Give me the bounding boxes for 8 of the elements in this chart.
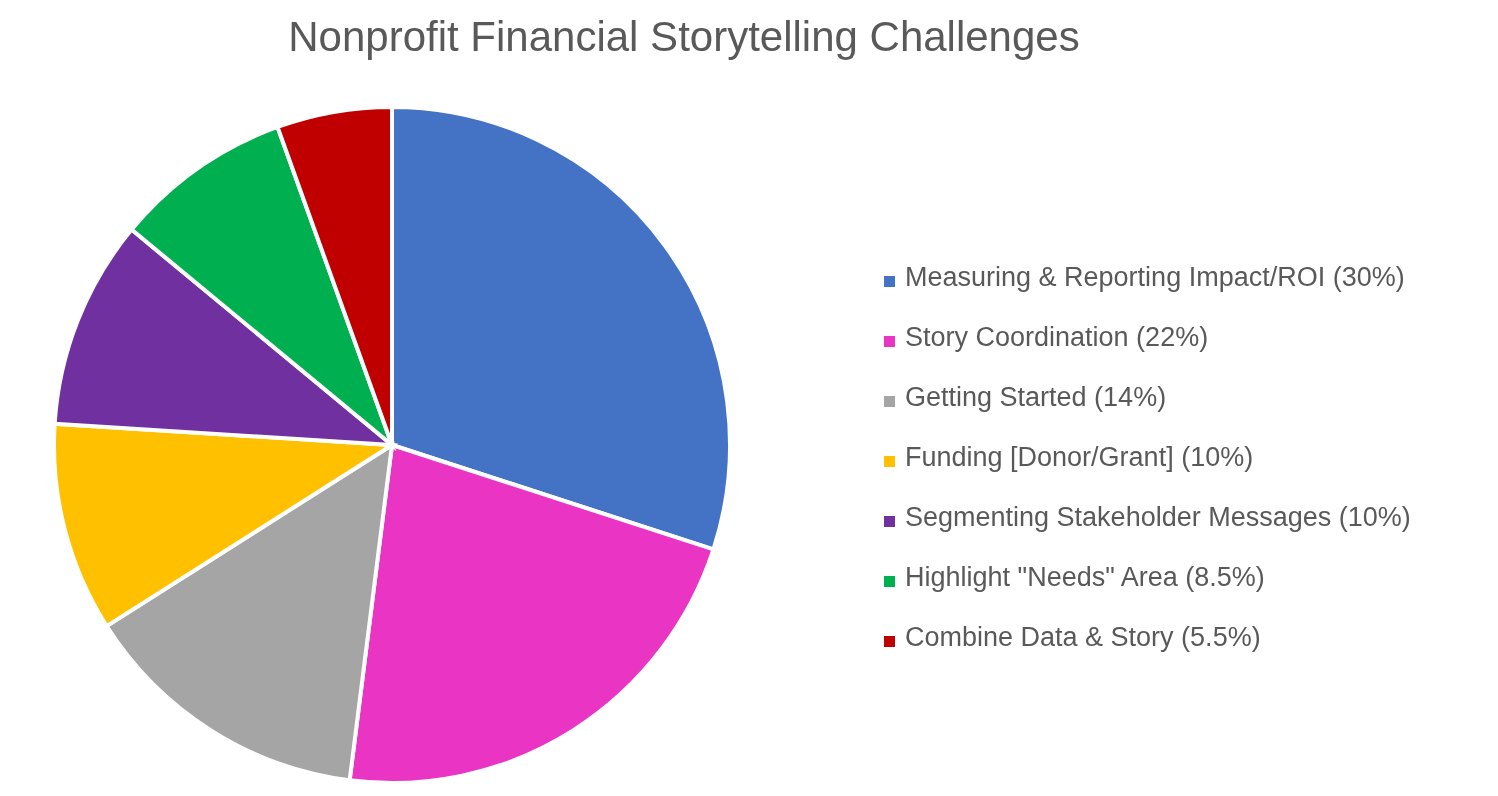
legend-label: Segmenting Stakeholder Messages (10%) <box>905 502 1411 532</box>
legend-label: Funding [Donor/Grant] (10%) <box>905 442 1254 472</box>
legend-label: Story Coordination (22%) <box>905 322 1209 352</box>
legend-label: Combine Data & Story (5.5%) <box>905 622 1261 652</box>
legend-label: Getting Started (14%) <box>905 382 1167 412</box>
legend-label: Measuring & Reporting Impact/ROI (30%) <box>905 262 1405 292</box>
chart-title: Nonprofit Financial Storytelling Challenges <box>287 12 1081 62</box>
legend-label: Highlight "Needs" Area (8.5%) <box>905 562 1265 592</box>
